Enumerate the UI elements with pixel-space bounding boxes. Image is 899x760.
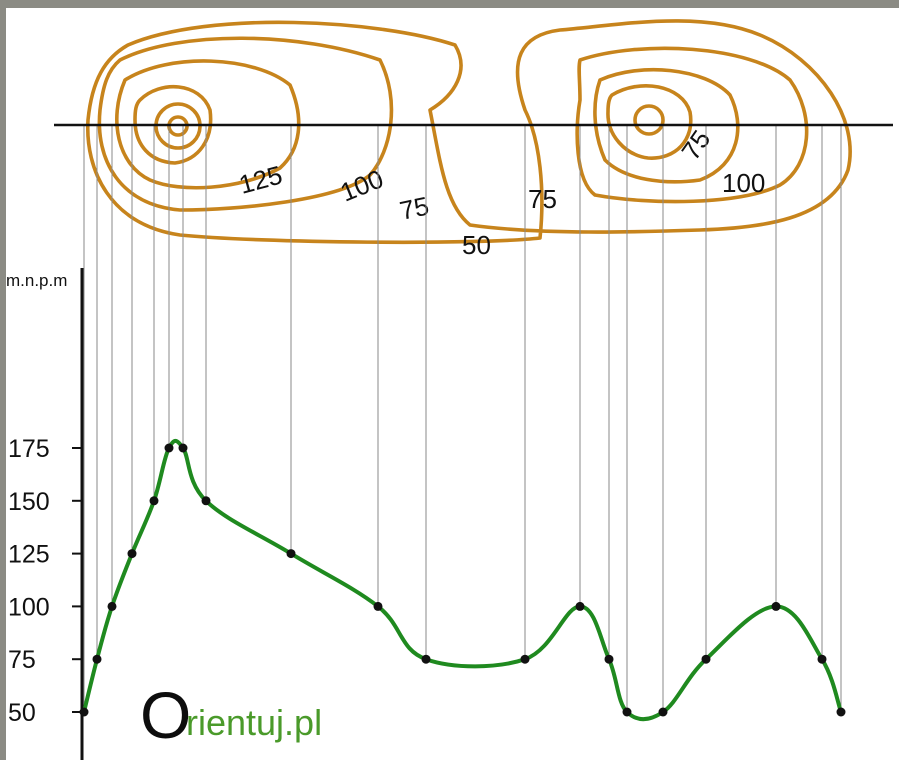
axis-tick-label-125: 125 bbox=[8, 541, 50, 569]
orientuj-logo: O rientuj.pl bbox=[140, 678, 322, 752]
contour-line-75-west bbox=[97, 36, 394, 212]
axis-tick-label-150: 150 bbox=[8, 488, 50, 516]
profile-point bbox=[92, 654, 102, 664]
contour-label-125-west: 125 bbox=[236, 160, 286, 200]
contour-line-100-east bbox=[593, 67, 740, 184]
profile-point bbox=[817, 654, 827, 664]
axis-tick-label-175: 175 bbox=[8, 435, 50, 463]
axis-tick-label-50: 50 bbox=[8, 699, 36, 727]
logo-text: rientuj.pl bbox=[186, 702, 322, 743]
profile-point bbox=[520, 654, 530, 664]
axis-unit-label: m.n.p.m bbox=[6, 271, 67, 290]
profile-point bbox=[836, 707, 846, 717]
contour-line-125-west bbox=[133, 85, 213, 165]
profile-point bbox=[149, 496, 159, 506]
profile-point bbox=[658, 707, 668, 717]
contour-map: 125 100 75 75 50 75 100 bbox=[85, 19, 852, 260]
contour-label-75-east: 75 bbox=[675, 125, 716, 166]
profile-point bbox=[421, 654, 431, 664]
profile-point bbox=[771, 601, 781, 611]
profile-point bbox=[127, 549, 137, 559]
elevation-axis: m.n.p.m 175 150 125 100 75 50 bbox=[6, 268, 84, 760]
axis-tick-label-100: 100 bbox=[8, 593, 50, 621]
profile-point bbox=[178, 443, 188, 453]
profile-points bbox=[79, 443, 846, 717]
contour-label-75-saddle-east: 75 bbox=[528, 184, 557, 214]
profile-curve bbox=[82, 438, 843, 722]
profile-point bbox=[575, 601, 585, 611]
contour-label-100-east: 100 bbox=[722, 168, 765, 198]
profile-point bbox=[201, 496, 211, 506]
contour-label-100-west: 100 bbox=[336, 163, 387, 207]
profile-point bbox=[604, 654, 614, 664]
profile-point bbox=[79, 707, 89, 717]
contour-line-50 bbox=[85, 19, 852, 245]
contour-label-50: 50 bbox=[462, 230, 491, 260]
summit-ring-east bbox=[633, 104, 665, 136]
axis-tick-label-75: 75 bbox=[8, 646, 36, 674]
profile-point bbox=[107, 601, 117, 611]
logo-letter-o: O bbox=[140, 678, 191, 752]
diagram-frame bbox=[6, 8, 899, 760]
profile-point bbox=[622, 707, 632, 717]
projection-lines bbox=[83, 125, 842, 712]
contour-line-75-east bbox=[575, 46, 809, 204]
contour-line-100-west bbox=[115, 59, 301, 190]
profile-point bbox=[373, 601, 383, 611]
axis-ticks: 175 150 125 100 75 50 bbox=[8, 435, 82, 727]
profile-point bbox=[164, 443, 174, 453]
contour-line-125-east bbox=[606, 83, 693, 160]
profile-point bbox=[701, 654, 711, 664]
profile-point bbox=[286, 549, 296, 559]
